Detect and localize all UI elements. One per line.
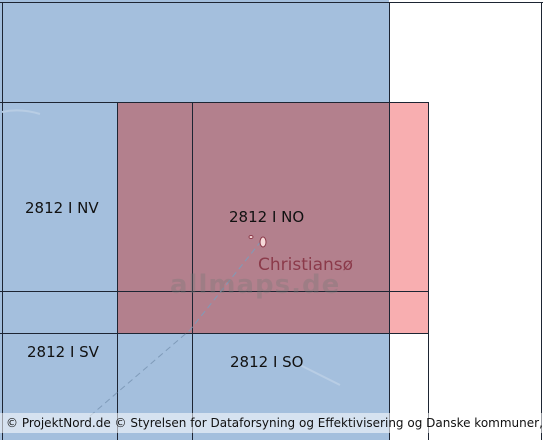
dashed-route bbox=[89, 239, 263, 417]
tile-label-no[interactable]: 2812 I NO bbox=[229, 208, 305, 226]
map-left-border bbox=[2, 2, 3, 440]
tile-label-nv[interactable]: 2812 I NV bbox=[25, 199, 99, 217]
watermark-text: allmaps.de bbox=[170, 270, 341, 300]
grid-line-h2 bbox=[0, 291, 429, 292]
tile-label-so[interactable]: 2812 I SO bbox=[230, 353, 304, 371]
grid-line-h1 bbox=[0, 102, 429, 103]
grid-line-v3 bbox=[389, 2, 390, 440]
grid-line-v2 bbox=[192, 102, 193, 440]
tile-label-sv[interactable]: 2812 I SV bbox=[27, 343, 99, 361]
place-label-christianso: Christiansø bbox=[258, 255, 354, 275]
shoreline-hint bbox=[1, 109, 41, 115]
map-top-border bbox=[0, 2, 543, 3]
grid-line-h3 bbox=[0, 333, 429, 334]
grid-line-v1 bbox=[117, 102, 118, 440]
island-frederiksholm bbox=[248, 235, 254, 239]
grid-line-v4 bbox=[428, 102, 429, 440]
map-right-border bbox=[541, 2, 542, 440]
shoreline-hint-2 bbox=[299, 364, 341, 386]
attribution-text: © ProjektNord.de © Styrelsen for Datafor… bbox=[0, 413, 543, 433]
selection-area-main[interactable] bbox=[117, 102, 390, 334]
island-christianso bbox=[259, 236, 267, 248]
